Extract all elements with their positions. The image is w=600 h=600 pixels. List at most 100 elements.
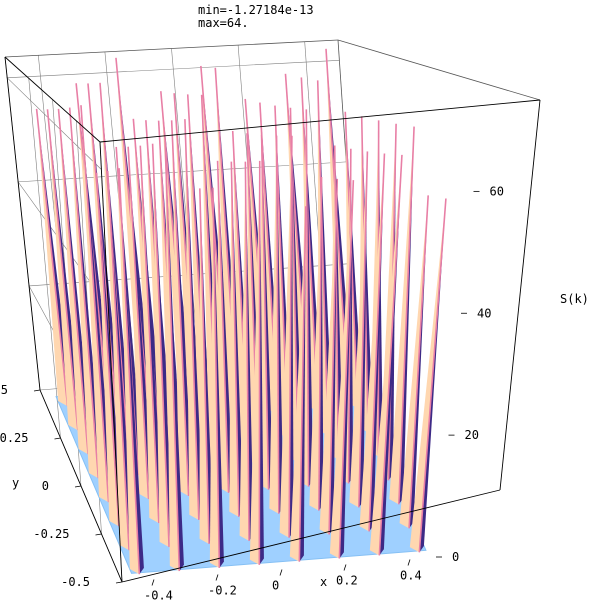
peak-face-light <box>289 206 306 562</box>
peak-ridge <box>398 126 415 505</box>
peak-ridge <box>316 80 329 436</box>
peak-ridge <box>106 170 130 551</box>
peak-ridge <box>199 188 210 544</box>
peak-ridge <box>68 107 100 479</box>
z-tick-label: 40 <box>477 306 491 320</box>
z-axis-label: S(k) <box>560 292 589 306</box>
peak-face-light <box>309 176 322 511</box>
y-tick-mark <box>54 437 61 440</box>
peak-face-dark <box>184 119 204 520</box>
peak-face-dark <box>212 187 224 568</box>
peak-face-dark <box>261 134 274 490</box>
peak-ridge <box>418 198 447 553</box>
peak-face-light <box>359 153 385 532</box>
peak-ridge <box>338 180 355 559</box>
x-axis-label: x <box>320 575 327 589</box>
peak-face-dark <box>171 120 194 496</box>
peak-ridge <box>318 176 323 511</box>
peak-ridge <box>298 206 307 562</box>
y-tick-label: 0.25 <box>0 431 29 445</box>
box-edge <box>4 39 339 58</box>
y-tick-mark <box>95 533 102 536</box>
box-edge <box>337 39 541 101</box>
peak-ridge <box>288 135 293 538</box>
peak-ridge <box>408 195 429 529</box>
x-tick-mark <box>407 559 411 566</box>
peak-face-dark <box>378 120 383 457</box>
y-tick-label: -0.5 <box>61 575 90 589</box>
box-edge <box>99 99 541 143</box>
peak-ridge <box>127 146 150 500</box>
peak-ridge <box>305 109 310 487</box>
z-tick-label: 60 <box>490 184 504 198</box>
y-tick-mark <box>74 485 82 488</box>
x-tick-label: 0.4 <box>400 569 422 583</box>
box-edge <box>4 56 101 143</box>
peak-face-light <box>319 178 338 535</box>
peak-ridge <box>46 109 79 431</box>
peak-face-light <box>409 198 446 553</box>
x-tick-mark <box>151 579 155 586</box>
box-edge <box>4 56 41 391</box>
peak-ridge <box>260 134 270 490</box>
peak-face-light <box>399 195 429 529</box>
peak-ridge <box>80 105 110 503</box>
peak-ridge <box>118 168 141 575</box>
z-tick-label: 0 <box>452 550 459 564</box>
peak-ridge <box>95 172 120 527</box>
x-tick-label: 0 <box>272 579 279 593</box>
peak-face-light <box>279 135 292 538</box>
y-gridline <box>28 78 61 439</box>
peak-ridge <box>358 151 369 508</box>
y-axis-label: y <box>12 476 19 490</box>
peak-face-light <box>239 161 250 541</box>
z-tick-label: 20 <box>465 428 479 442</box>
x-tick-mark <box>343 564 347 571</box>
peak-face-light <box>389 126 415 505</box>
peak-ridge <box>87 83 119 428</box>
peak-face-light <box>349 151 368 508</box>
peak-ridge <box>368 153 386 532</box>
y-tick-label: 0.5 <box>0 383 8 397</box>
x-tick-label: -0.2 <box>208 584 237 598</box>
box-edge <box>99 141 123 583</box>
peak-face-light <box>249 160 260 565</box>
peak-ridge <box>164 140 181 572</box>
x-tick-label: -0.4 <box>144 589 173 600</box>
peak-face-dark <box>199 188 214 544</box>
surface-peaks <box>35 48 447 575</box>
peak-face-light <box>369 154 402 556</box>
peak-face-light <box>329 180 354 559</box>
x-tick-label: 0.2 <box>336 574 358 588</box>
peak-ridge <box>212 187 221 568</box>
min-value-text: min=-1.27184e-13 <box>198 3 314 17</box>
peak-face-dark <box>231 161 244 517</box>
peak-face-dark <box>259 160 264 565</box>
peak-ridge <box>170 120 190 496</box>
axis-ticks: -0.4 -0.2 0 0.2 0.4 -0.5 -0.25 0 0.25 0.5 0 20 40 60 <box>0 184 504 600</box>
peak-face-dark <box>217 160 234 493</box>
peak-face-dark <box>245 161 254 541</box>
y-tick-label: 0 <box>42 479 49 493</box>
box-edge <box>499 99 541 491</box>
peak-ridge <box>244 161 250 541</box>
x-tick-mark <box>279 569 283 576</box>
peak-ridge <box>275 135 280 514</box>
max-value-text: max=64. <box>198 16 249 30</box>
y-tick-label: -0.25 <box>33 527 69 541</box>
y-tick-mark <box>33 389 41 392</box>
box-edge <box>121 489 501 583</box>
peak-face-dark <box>152 143 174 548</box>
peak-ridge <box>230 161 240 517</box>
peak-ridge <box>57 108 89 455</box>
peak-ridge <box>184 119 200 520</box>
peak-face-dark <box>165 140 184 572</box>
y-tick-mark <box>115 581 123 584</box>
min-max-annotation: min=-1.27184e-13 max=64. <box>198 4 314 30</box>
peak-ridge <box>333 145 340 460</box>
peak-ridge <box>216 160 230 493</box>
peak-ridge <box>378 154 403 556</box>
x-tick-mark <box>215 574 219 581</box>
peak-ridge <box>151 143 170 548</box>
